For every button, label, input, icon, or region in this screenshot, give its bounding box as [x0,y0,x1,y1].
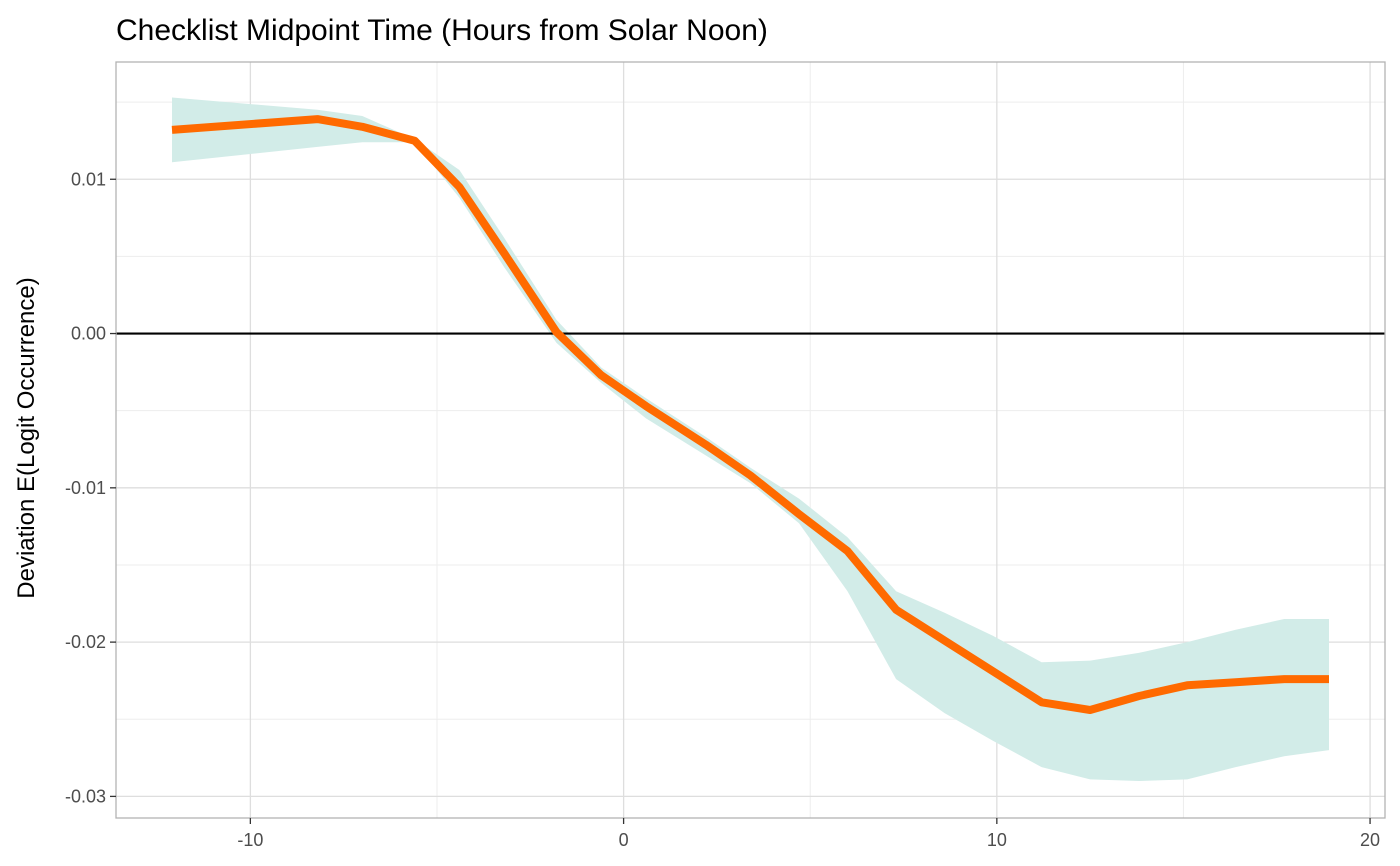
y-tick-label: -0.02 [65,632,106,652]
confidence-band [172,97,1329,781]
chart-title: Checklist Midpoint Time (Hours from Sola… [116,14,768,47]
x-tick-label: -10 [237,830,263,850]
x-tick-label: 0 [619,830,629,850]
x-tick-label: 10 [987,830,1007,850]
x-tick-label: 20 [1360,830,1380,850]
x-axis-ticks: -10 0 10 20 [237,818,1380,850]
y-tick-label: -0.01 [65,478,106,498]
y-axis-ticks: -0.03 -0.02 -0.01 0.00 0.01 [65,169,116,806]
y-tick-label: -0.03 [65,786,106,806]
y-axis-label: Deviation E(Logit Occurrence) [13,277,40,598]
y-tick-label: 0.00 [71,324,106,344]
major-grid [116,62,1385,818]
y-tick-label: 0.01 [71,169,106,189]
plot-panel-border [115,61,1386,819]
series-line [171,115,1329,714]
minor-grid [116,62,1385,818]
